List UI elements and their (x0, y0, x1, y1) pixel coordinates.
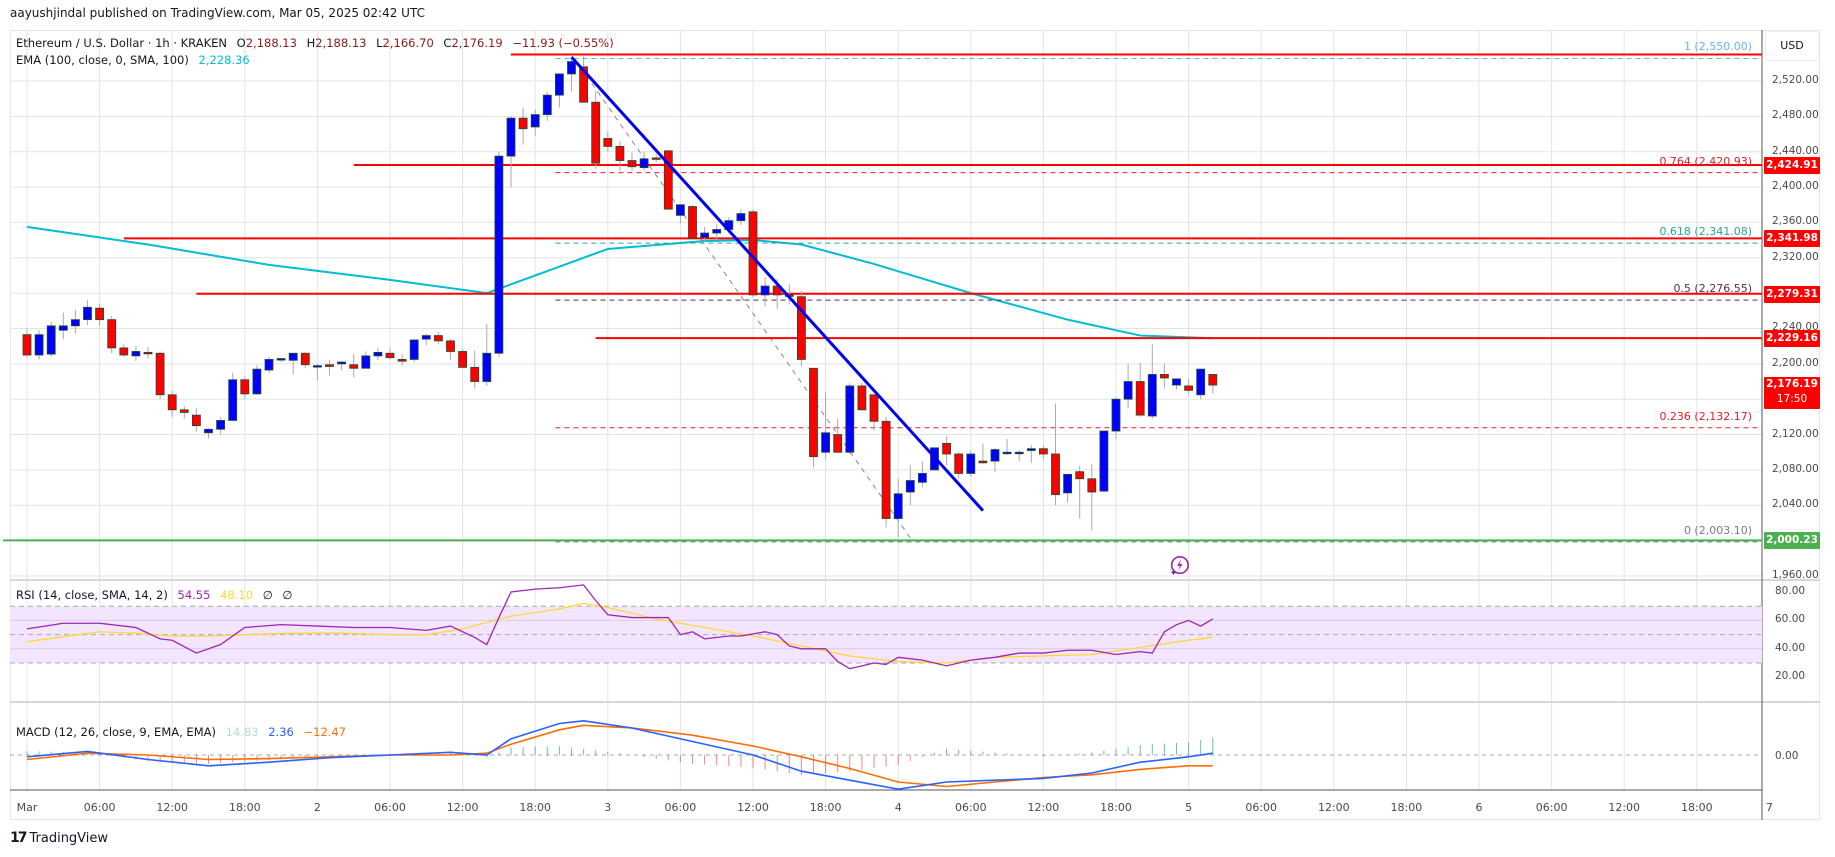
time-tick: 18:00 (228, 801, 261, 814)
currency-button[interactable]: USD (1765, 31, 1819, 61)
time-tick: 18:00 (1390, 801, 1423, 814)
price-tick: 2,360.00 (1772, 215, 1819, 228)
time-tick: 12:00 (446, 801, 479, 814)
price-tick: 2,520.00 (1772, 74, 1819, 86)
price-tick: 2,320.00 (1772, 250, 1819, 263)
price-tag: 2,229.16 (1764, 330, 1820, 348)
macd-legend[interactable]: MACD (12, 26, close, 9, EMA, EMA) 14.83 … (16, 725, 352, 739)
time-tick: 7 (1765, 801, 1773, 814)
time-tick: 06:00 (374, 801, 406, 814)
price-tag: 2,424.91 (1764, 157, 1820, 175)
time-tick: 06:00 (83, 801, 116, 814)
time-tick: 18:00 (1100, 801, 1132, 814)
time-tick: 12:00 (156, 801, 189, 814)
rsi-tick: 40.00 (1775, 641, 1806, 654)
price-tag: 2,000.23 (1764, 532, 1820, 550)
time-tick: 4 (894, 801, 902, 814)
high-value: 2,188.13 (315, 36, 367, 50)
price-tag: 2,341.98 (1764, 230, 1820, 248)
rsi-legend[interactable]: RSI (14, close, SMA, 14, 2) 54.55 48.10 … (16, 588, 298, 602)
time-tick: 6 (1475, 801, 1483, 814)
time-tick: 18:00 (809, 801, 842, 814)
macd-value: 2.36 (268, 725, 294, 739)
time-tick: 18:00 (519, 801, 552, 814)
ema-label: EMA (100, close, 0, SMA, 100) (16, 53, 189, 67)
time-tick: 2 (313, 801, 321, 814)
time-tick: 12:00 (737, 801, 769, 814)
price-tick: 2,440.00 (1772, 144, 1819, 157)
lightning-icon[interactable] (1168, 555, 1190, 577)
tradingview-logo-icon: 17 (10, 830, 28, 846)
rsi-extra-2: ∅ (282, 588, 293, 602)
ema-value: 2,228.36 (198, 53, 250, 67)
macd-axis-zero: 0.00 (1775, 750, 1799, 762)
open-value: 2,188.13 (245, 36, 297, 50)
time-tick: 5 (1185, 801, 1193, 814)
rsi-tick: 80.00 (1775, 585, 1806, 597)
ema-legend[interactable]: EMA (100, close, 0, SMA, 100) 2,228.36 (16, 53, 256, 67)
price-tick: 1,960.00 (1772, 568, 1819, 581)
chart-frame (10, 30, 1820, 820)
time-tick: 12:00 (1027, 801, 1060, 814)
fib-level-label: 1 (2,550.00) (1683, 40, 1752, 54)
price-tag: 2,176.19 17:50 (1764, 376, 1820, 409)
time-tick: 06:00 (664, 801, 697, 814)
fib-level-label: 0 (2,003.10) (1683, 523, 1752, 537)
symbol-legend: Ethereum / U.S. Dollar · 1h · KRAKEN O2,… (16, 36, 626, 50)
macd-hist-value: 14.83 (225, 725, 259, 739)
macd-signal-value: −12.47 (303, 725, 347, 739)
time-tick: 06:00 (954, 801, 987, 814)
price-tick: 2,040.00 (1772, 498, 1819, 511)
price-tick: 2,400.00 (1772, 180, 1819, 193)
time-tick: 12:00 (1608, 801, 1641, 814)
fib-level-label: 0.618 (2,341.08) (1659, 225, 1752, 239)
macd-label: MACD (12, 26, close, 9, EMA, EMA) (16, 725, 216, 739)
publisher-line: aayushjindal published on TradingView.co… (10, 6, 425, 20)
time-tick: 06:00 (1245, 801, 1278, 814)
rsi-tick: 60.00 (1775, 613, 1806, 626)
price-tick: 2,200.00 (1772, 356, 1819, 369)
time-tick: 06:00 (1535, 801, 1568, 814)
brand-name: TradingView (29, 830, 109, 846)
rsi-extra-1: ∅ (262, 588, 273, 602)
time-tick: Mar (16, 801, 38, 814)
time-tick: 18:00 (1680, 801, 1713, 814)
fib-level-label: 0.5 (2,276.55) (1673, 282, 1752, 296)
time-tick: 3 (604, 801, 612, 814)
rsi-value: 54.55 (177, 588, 211, 602)
symbol-title: Ethereum / U.S. Dollar · 1h · KRAKEN (16, 36, 227, 50)
close-value: 2,176.19 (451, 36, 503, 50)
ohlc-values: O2,188.13 H2,188.13 L2,166.70 C2,176.19 … (236, 36, 614, 50)
footer-brand[interactable]: 17 TradingView (10, 830, 108, 846)
fib-level-label: 0.764 (2,420.93) (1659, 154, 1752, 168)
fib-level-label: 0.236 (2,132.17) (1659, 409, 1752, 423)
price-tick: 2,480.00 (1772, 109, 1819, 122)
rsi-tick: 20.00 (1775, 670, 1806, 683)
price-tag: 2,279.31 (1764, 285, 1820, 303)
rsi-label: RSI (14, close, SMA, 14, 2) (16, 588, 168, 602)
time-tick: 12:00 (1317, 801, 1350, 814)
change-value: −11.93 (−0.55%) (512, 36, 614, 50)
rsi-sma-value: 48.10 (220, 588, 254, 602)
price-tick: 2,120.00 (1772, 427, 1819, 440)
low-value: 2,166.70 (382, 36, 434, 50)
price-tick: 2,080.00 (1772, 462, 1819, 475)
